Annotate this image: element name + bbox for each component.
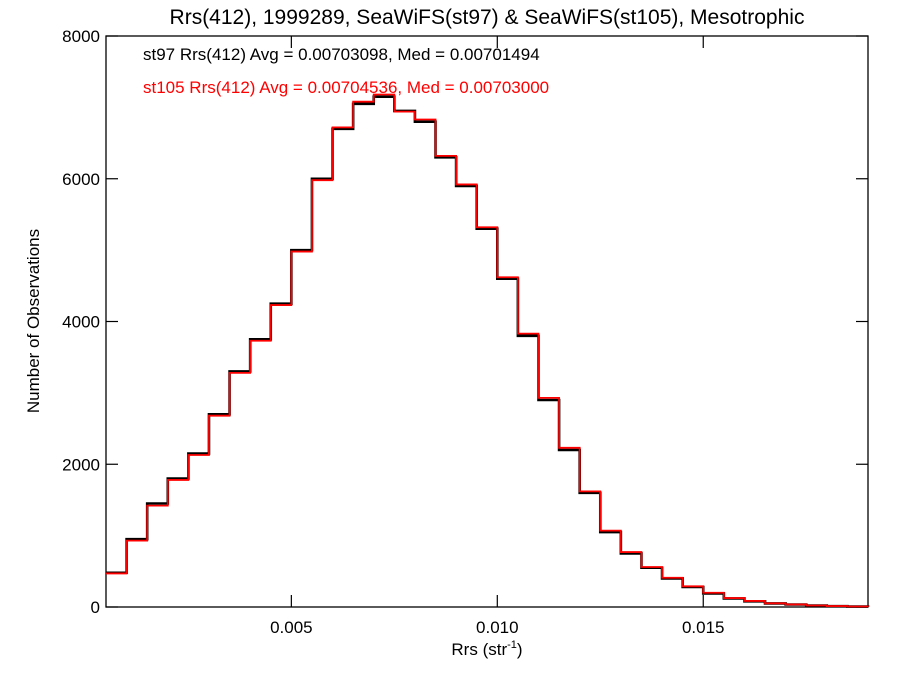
series-line-1 [106, 93, 869, 608]
y-tick-label: 0 [91, 598, 100, 617]
annotation-st97: st97 Rrs(412) Avg = 0.00703098, Med = 0.… [143, 45, 540, 64]
y-tick-label: 8000 [62, 27, 100, 46]
y-tick-label: 6000 [62, 170, 100, 189]
y-axis-label: Number of Observations [24, 229, 43, 413]
x-tick-label: 0.015 [682, 618, 725, 637]
annotation-st105: st105 Rrs(412) Avg = 0.00704536, Med = 0… [143, 78, 549, 97]
x-axis: 0.005 0.010 0.015 [270, 36, 725, 637]
x-axis-label: Rrs (str-1) [451, 639, 522, 659]
series-layer [106, 93, 870, 608]
series-line-0 [106, 95, 870, 608]
y-tick-label: 4000 [62, 313, 100, 332]
chart-title: Rrs(412), 1999289, SeaWiFS(st97) & SeaWi… [170, 6, 805, 29]
x-tick-label: 0.005 [270, 618, 313, 637]
x-axis-label-main: Rrs (str [451, 640, 507, 659]
y-tick-label: 2000 [62, 455, 100, 474]
x-tick-label: 0.010 [476, 618, 519, 637]
x-axis-label-close: ) [517, 640, 523, 659]
plot-frame [105, 35, 869, 608]
y-axis: 0 2000 4000 6000 8000 [62, 27, 868, 617]
x-axis-label-sup: -1 [507, 639, 517, 651]
